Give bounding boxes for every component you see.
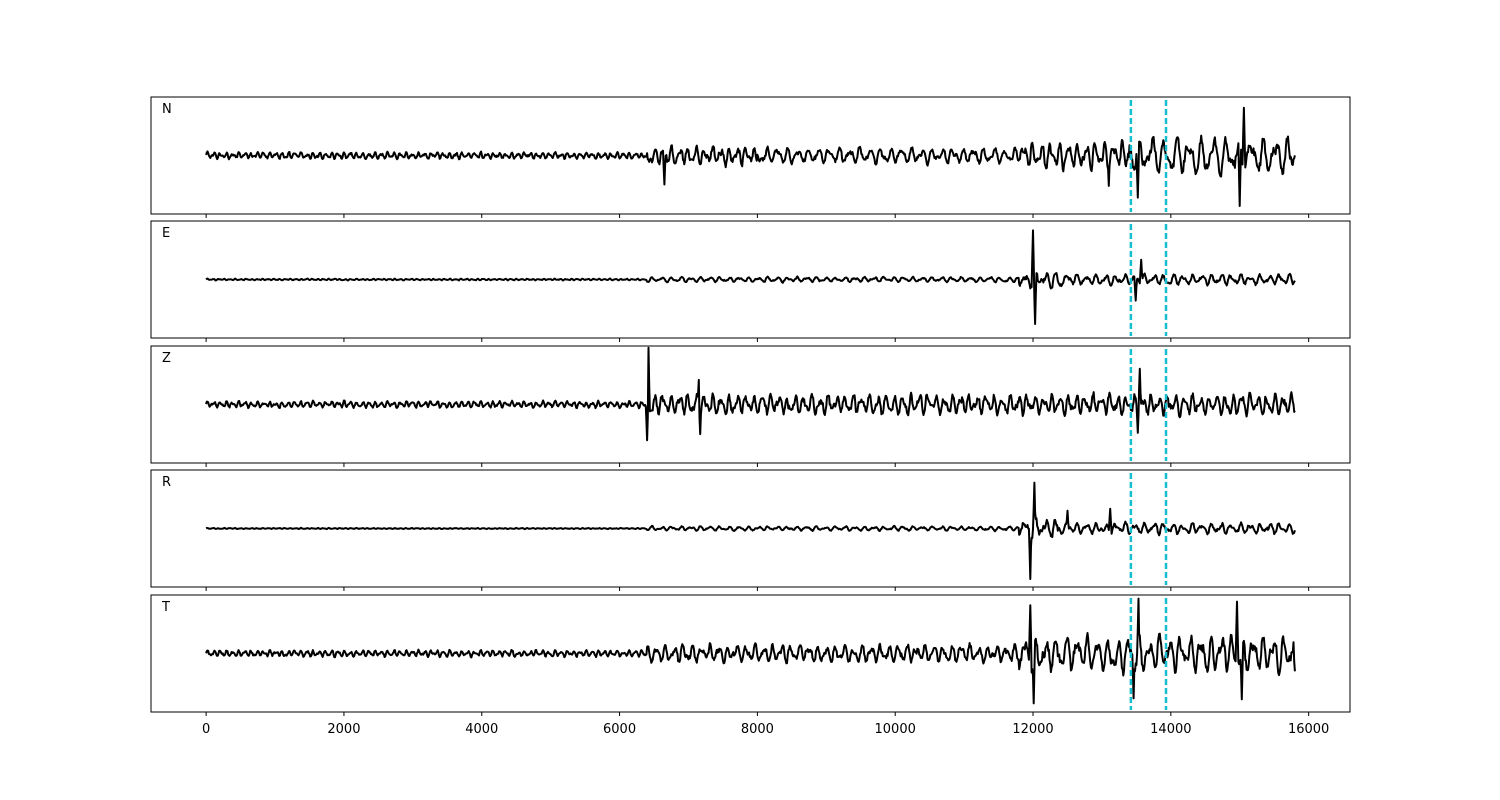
x-tick-label: 4000 — [465, 722, 498, 737]
panels-layer: N E Z R T — [150, 96, 1351, 716]
x-tick-label: 0 — [202, 722, 210, 737]
waveform-z — [205, 346, 1296, 442]
waveform-n — [205, 106, 1296, 207]
waveform-r — [205, 481, 1296, 580]
panel-n: N — [150, 96, 1351, 218]
waveform-e — [205, 229, 1296, 325]
panel-frame — [150, 96, 1351, 215]
panel-label: Z — [162, 351, 171, 366]
panel-label: R — [162, 475, 171, 490]
x-axis: 0 2000 4000 6000 8000 10000 12000 14000 16000 — [202, 722, 1329, 737]
panel-label: T — [161, 600, 170, 615]
x-tick-label: 12000 — [1012, 722, 1053, 737]
panel-e: E — [150, 220, 1351, 342]
panel-frame — [150, 594, 1351, 713]
panel-t: T — [150, 594, 1351, 716]
x-tick-label: 8000 — [741, 722, 774, 737]
panel-z: Z — [150, 345, 1351, 467]
x-tick-label: 2000 — [327, 722, 360, 737]
x-tick-label: 10000 — [875, 722, 916, 737]
x-tick-label: 16000 — [1288, 722, 1329, 737]
panel-label: E — [162, 226, 170, 241]
waveform-t — [205, 597, 1296, 705]
panel-frame — [150, 220, 1351, 339]
panel-frame — [150, 345, 1351, 464]
panel-r: R — [150, 469, 1351, 591]
panel-frame — [150, 469, 1351, 588]
x-tick-label: 14000 — [1150, 722, 1191, 737]
panel-label: N — [162, 102, 172, 117]
x-tick-label: 6000 — [603, 722, 636, 737]
